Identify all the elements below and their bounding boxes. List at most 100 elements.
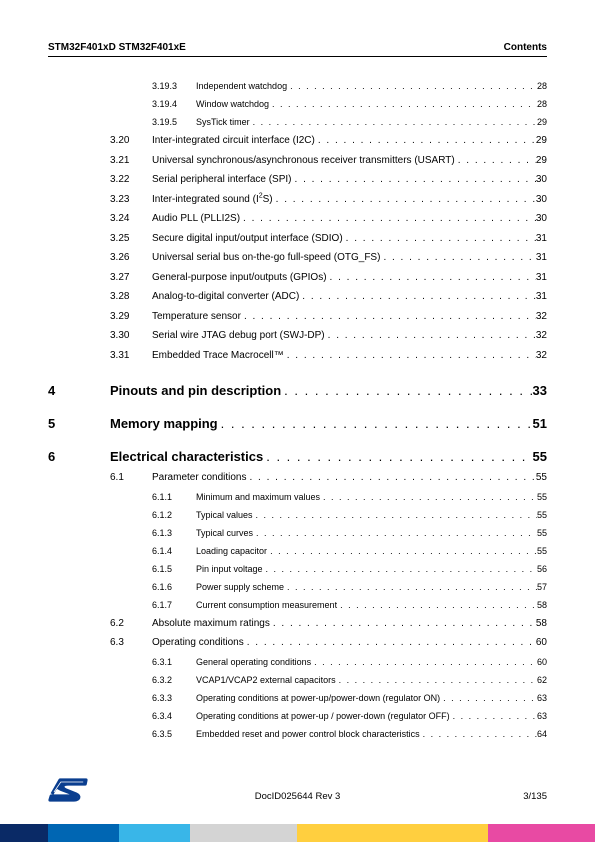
toc-entry[interactable]: 6.1.1Minimum and maximum values55 xyxy=(152,488,547,506)
toc-page-number: 58 xyxy=(536,614,547,634)
toc-leader-dots xyxy=(270,614,536,634)
toc-title: Operating conditions at power-up / power… xyxy=(196,707,450,725)
toc-leader-dots xyxy=(320,488,537,506)
toc-number: 3.28 xyxy=(110,287,152,307)
toc-page-number: 30 xyxy=(536,190,547,210)
toc-entry[interactable]: 6.3.4Operating conditions at power-up / … xyxy=(152,707,547,725)
toc-title: Absolute maximum ratings xyxy=(152,614,270,634)
toc-page-number: 28 xyxy=(537,95,547,113)
toc-title: Inter-integrated sound (I2S) xyxy=(152,190,273,210)
toc-entry[interactable]: 6.1.5Pin input voltage56 xyxy=(152,560,547,578)
toc-entry[interactable]: 3.31Embedded Trace Macrocell™32 xyxy=(110,346,547,366)
toc-number: 3.29 xyxy=(110,307,152,327)
footer-bar-segment xyxy=(48,824,119,842)
toc-entry[interactable]: 3.26Universal serial bus on-the-go full-… xyxy=(110,248,547,268)
toc-page-number: 56 xyxy=(537,560,547,578)
toc-entry[interactable]: 3.21Universal synchronous/asynchronous r… xyxy=(110,151,547,171)
toc-leader-dots xyxy=(263,560,537,578)
toc-entry[interactable]: 6Electrical characteristics55 xyxy=(48,449,547,464)
toc-entry[interactable]: 6.1.6Power supply scheme57 xyxy=(152,578,547,596)
toc-leader-dots xyxy=(241,307,536,327)
toc-number: 3.19.3 xyxy=(152,77,196,95)
toc-number: 6.1.6 xyxy=(152,578,196,596)
toc-entry[interactable]: 3.19.5SysTick timer29 xyxy=(152,113,547,131)
toc-entry[interactable]: 3.30Serial wire JTAG debug port (SWJ-DP)… xyxy=(110,326,547,346)
footer-bar-segment xyxy=(190,824,297,842)
toc-title: Power supply scheme xyxy=(196,578,284,596)
toc-leader-dots xyxy=(218,416,533,431)
toc-number: 3.24 xyxy=(110,209,152,229)
toc-title: Window watchdog xyxy=(196,95,269,113)
toc-title: Minimum and maximum values xyxy=(196,488,320,506)
toc-leader-dots xyxy=(299,287,536,307)
toc-leader-dots xyxy=(380,248,535,268)
toc-entry[interactable]: 6.3.2VCAP1/VCAP2 external capacitors62 xyxy=(152,671,547,689)
toc-entry[interactable]: 4Pinouts and pin description33 xyxy=(48,383,547,398)
toc-page-number: 55 xyxy=(533,449,547,464)
toc-title: Serial wire JTAG debug port (SWJ-DP) xyxy=(152,326,325,346)
toc-number: 6.2 xyxy=(110,614,152,634)
toc-title: Current consumption measurement xyxy=(196,596,337,614)
toc-entry[interactable]: 3.28Analog-to-digital converter (ADC)31 xyxy=(110,287,547,307)
toc-title: Loading capacitor xyxy=(196,542,267,560)
toc-entry[interactable]: 6.3.1General operating conditions60 xyxy=(152,653,547,671)
toc-entry[interactable]: 6.1.7Current consumption measurement 58 xyxy=(152,596,547,614)
toc-entry[interactable]: 3.24Audio PLL (PLLI2S) 30 xyxy=(110,209,547,229)
toc-number: 3.26 xyxy=(110,248,152,268)
toc-entry[interactable]: 3.22Serial peripheral interface (SPI)30 xyxy=(110,170,547,190)
toc-title: Serial peripheral interface (SPI) xyxy=(152,170,292,190)
toc-leader-dots xyxy=(240,209,536,229)
toc-number: 3.20 xyxy=(110,131,152,151)
toc-number: 6.1.7 xyxy=(152,596,196,614)
toc-page-number: 58 xyxy=(537,596,547,614)
toc-page-number: 30 xyxy=(536,209,547,229)
toc-page-number: 29 xyxy=(536,151,547,171)
toc-number: 3.25 xyxy=(110,229,152,249)
toc-page-number: 31 xyxy=(536,248,547,268)
toc-leader-dots xyxy=(311,653,537,671)
toc-title: Typical values xyxy=(196,506,253,524)
toc-page-number: 29 xyxy=(536,131,547,151)
toc-leader-dots xyxy=(440,689,537,707)
toc-entry[interactable]: 6.1.4Loading capacitor55 xyxy=(152,542,547,560)
toc-number: 6.1 xyxy=(110,468,152,488)
toc-entry[interactable]: 6.1.2Typical values55 xyxy=(152,506,547,524)
toc-entry[interactable]: 3.19.3Independent watchdog28 xyxy=(152,77,547,95)
toc-page-number: 60 xyxy=(536,633,547,653)
toc-entry[interactable]: 3.27General-purpose input/outputs (GPIOs… xyxy=(110,268,547,288)
toc-page-number: 63 xyxy=(537,707,547,725)
toc-page-number: 32 xyxy=(536,346,547,366)
toc-entry[interactable]: 3.29Temperature sensor 32 xyxy=(110,307,547,327)
toc-page-number: 51 xyxy=(533,416,547,431)
toc-page-number: 32 xyxy=(536,307,547,327)
toc-page-number: 31 xyxy=(536,268,547,288)
toc-title: Parameter conditions xyxy=(152,468,247,488)
toc-entry[interactable]: 6.1.3Typical curves55 xyxy=(152,524,547,542)
toc-entry[interactable]: 6.2Absolute maximum ratings 58 xyxy=(110,614,547,634)
toc-page-number: 55 xyxy=(537,542,547,560)
toc-entry[interactable]: 6.3Operating conditions60 xyxy=(110,633,547,653)
toc-entry[interactable]: 3.25Secure digital input/output interfac… xyxy=(110,229,547,249)
toc-leader-dots xyxy=(287,77,537,95)
toc-title: Pin input voltage xyxy=(196,560,263,578)
toc-entry[interactable]: 3.19.4Window watchdog28 xyxy=(152,95,547,113)
toc-number: 6.3.5 xyxy=(152,725,196,743)
toc-title: Temperature sensor xyxy=(152,307,241,327)
toc-number: 3.22 xyxy=(110,170,152,190)
toc-page-number: 32 xyxy=(536,326,547,346)
toc-title: Pinouts and pin description xyxy=(110,383,281,398)
header-left: STM32F401xD STM32F401xE xyxy=(48,42,186,53)
toc-page-number: 55 xyxy=(537,488,547,506)
toc-entry[interactable]: 6.1Parameter conditions55 xyxy=(110,468,547,488)
toc-leader-dots xyxy=(263,449,532,464)
toc-entry[interactable]: 6.3.3Operating conditions at power-up/po… xyxy=(152,689,547,707)
toc-entry[interactable]: 3.20Inter-integrated circuit interface (… xyxy=(110,131,547,151)
toc-entry[interactable]: 6.3.5Embedded reset and power control bl… xyxy=(152,725,547,743)
toc-entry[interactable]: 3.23Inter-integrated sound (I2S)30 xyxy=(110,190,547,210)
toc-leader-dots xyxy=(281,383,532,398)
toc-leader-dots xyxy=(315,131,536,151)
toc-title: Memory mapping xyxy=(110,416,218,431)
toc-leader-dots xyxy=(336,671,537,689)
toc-title: Audio PLL (PLLI2S) xyxy=(152,209,240,229)
toc-entry[interactable]: 5Memory mapping51 xyxy=(48,416,547,431)
